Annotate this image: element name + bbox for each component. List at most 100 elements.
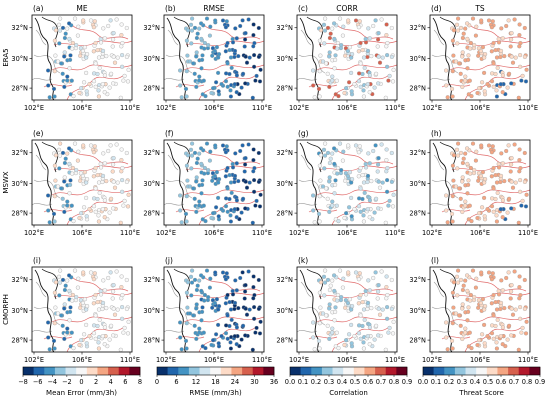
station-marker — [362, 65, 367, 70]
colorbar-tick-label: 36 — [270, 378, 278, 386]
station-marker — [78, 298, 83, 303]
station-marker — [65, 151, 70, 156]
station-marker — [204, 16, 210, 21]
station-marker — [122, 73, 127, 78]
station-marker — [469, 219, 474, 224]
station-marker — [243, 54, 248, 59]
station-marker — [223, 49, 228, 54]
station-marker — [192, 323, 197, 328]
station-marker — [478, 173, 483, 179]
station-marker — [317, 163, 322, 168]
station-marker — [236, 306, 241, 311]
station-marker — [357, 144, 362, 149]
station-marker — [361, 340, 366, 345]
station-marker — [202, 40, 207, 46]
red-boundary-line — [469, 276, 527, 292]
station-marker — [107, 210, 112, 215]
colorbar-tick-label: 0.4 — [470, 378, 481, 386]
station-marker — [85, 304, 90, 309]
station-marker — [78, 178, 83, 183]
station-marker — [185, 28, 191, 33]
station-marker — [363, 40, 369, 45]
station-marker — [522, 25, 527, 31]
station-marker — [228, 88, 233, 93]
station-marker — [360, 196, 365, 202]
station-marker — [517, 22, 522, 27]
station-marker — [96, 180, 102, 185]
station-marker — [498, 334, 503, 339]
station-marker — [228, 180, 234, 185]
station-marker — [206, 43, 211, 48]
station-marker — [496, 288, 501, 294]
station-marker — [228, 213, 233, 218]
station-marker — [85, 52, 90, 57]
station-marker — [87, 334, 92, 339]
lat-tick-label: 30°N — [409, 307, 426, 315]
station-marker — [347, 170, 352, 175]
station-marker — [72, 16, 78, 21]
station-marker — [498, 173, 504, 178]
station-marker — [188, 147, 194, 152]
station-marker — [373, 270, 378, 275]
station-marker — [96, 55, 102, 60]
station-marker — [93, 313, 98, 318]
station-marker — [178, 320, 183, 325]
colorbar-swatch — [210, 367, 222, 375]
station-marker — [499, 151, 504, 156]
station-marker — [365, 48, 371, 53]
station-marker — [325, 25, 331, 30]
station-marker — [207, 158, 212, 163]
station-marker — [82, 80, 87, 85]
station-marker — [84, 70, 89, 75]
colorbar-swatch — [129, 367, 141, 375]
station-marker — [68, 182, 73, 187]
station-marker — [119, 33, 124, 38]
station-marker — [82, 45, 87, 50]
station-marker — [57, 41, 62, 46]
station-marker — [512, 17, 517, 22]
station-marker — [200, 57, 205, 62]
station-marker — [92, 144, 97, 149]
colorbar-tick-label: −8 — [18, 378, 28, 386]
map-panel: (h) 32°N 30°N 28°N 102°E 106°E 110°E — [409, 129, 538, 237]
station-marker — [367, 161, 372, 166]
colorbar: 0.0 0.1 0.2 0.3 0.4 0.5 0.6 0.7 0.8 0.9 Correlatio… — [285, 366, 412, 397]
station-marker — [356, 79, 362, 84]
station-marker — [60, 150, 66, 155]
station-marker — [194, 54, 199, 59]
station-marker — [119, 296, 124, 301]
station-marker — [247, 55, 252, 60]
station-marker — [228, 55, 234, 60]
station-marker — [184, 321, 189, 326]
lat-tick-label: 28°N — [143, 85, 160, 93]
colorbar-swatch — [118, 367, 130, 375]
station-marker — [524, 67, 529, 72]
station-marker — [509, 37, 514, 42]
station-marker — [366, 151, 371, 156]
station-marker — [62, 306, 67, 311]
station-marker — [376, 156, 381, 161]
station-marker — [455, 28, 461, 33]
station-marker — [69, 330, 74, 335]
station-marker — [230, 165, 236, 170]
station-marker — [513, 307, 518, 312]
lat-tick-label: 32°N — [276, 276, 293, 284]
red-boundary-line — [71, 24, 129, 40]
station-marker — [190, 141, 195, 146]
station-marker — [390, 79, 396, 84]
station-marker — [98, 36, 103, 42]
station-marker — [68, 309, 73, 314]
station-marker — [192, 150, 198, 155]
station-marker — [340, 285, 345, 290]
lon-tick-label: 102°E — [422, 356, 442, 364]
station-marker — [216, 55, 221, 60]
station-marker — [242, 169, 247, 174]
station-marker — [199, 21, 204, 26]
red-boundary-line — [449, 316, 530, 323]
lat-tick-label: 32°N — [11, 149, 28, 157]
station-marker — [339, 168, 344, 173]
colorbar-tick-label: 0.2 — [311, 378, 322, 386]
map-panel: (g) 32°N 30°N 28°N 102°E 106°E 110°E — [276, 129, 405, 237]
station-marker — [473, 285, 478, 290]
station-marker — [494, 94, 499, 99]
